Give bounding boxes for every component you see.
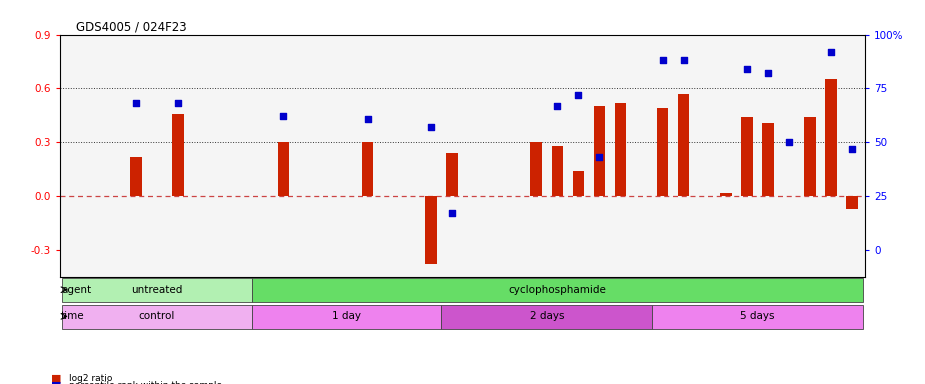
Bar [278,142,290,196]
Bar [741,117,753,196]
Text: cyclophosphamide: cyclophosphamide [509,285,606,295]
Text: GDS4005 / 024F23: GDS4005 / 024F23 [76,20,187,33]
Point [171,101,186,107]
Bar [362,142,374,196]
Point [782,139,796,146]
Point [571,92,586,98]
Bar [551,146,563,196]
Bar [172,114,184,196]
Bar [594,106,605,196]
Text: ■: ■ [51,373,61,383]
Text: control: control [139,311,175,321]
Point [760,70,775,76]
Point [655,57,670,63]
Point [549,103,564,109]
Bar [762,122,773,196]
Point [129,101,143,107]
Point [424,124,438,130]
Text: 1 day: 1 day [332,311,361,321]
Bar [426,196,437,264]
Bar [720,192,732,196]
Bar [573,171,585,196]
Point [276,113,290,119]
Bar [130,157,142,196]
Point [824,49,839,55]
Point [445,210,460,217]
Text: 2 days: 2 days [529,311,564,321]
Bar [530,142,542,196]
Bar [62,278,252,302]
Text: log2 ratio: log2 ratio [69,374,113,383]
Text: time: time [61,311,85,321]
Bar [615,103,626,196]
Text: 5 days: 5 days [740,311,774,321]
Bar [252,305,441,329]
Point [592,154,607,161]
Bar [846,196,858,209]
Bar [805,117,816,196]
Bar [678,94,689,196]
Bar [825,79,837,196]
Text: untreated: untreated [131,285,183,295]
Point [739,66,754,72]
Text: agent: agent [61,285,92,295]
Text: ■: ■ [51,381,61,384]
Bar [252,278,863,302]
Point [676,57,691,63]
Point [845,146,859,152]
Bar [446,153,458,196]
Text: percentile rank within the sample: percentile rank within the sample [69,381,223,384]
Point [361,116,376,122]
Bar [652,305,863,329]
Bar [62,305,252,329]
Bar [657,108,669,196]
Bar [441,305,652,329]
